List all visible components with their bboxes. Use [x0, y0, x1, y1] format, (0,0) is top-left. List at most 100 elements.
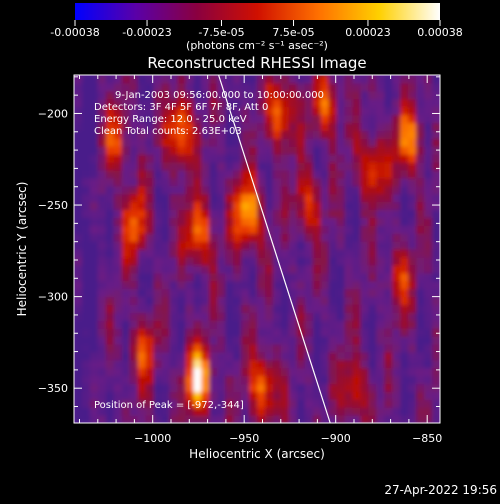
heatmap-cell: [81, 122, 91, 131]
heatmap-cell: [368, 280, 377, 290]
heatmap-cell: [129, 272, 139, 282]
heatmap-cell: [225, 209, 234, 218]
heatmap-cell: [288, 98, 298, 108]
heatmap-cell: [113, 312, 123, 321]
heatmap-cell: [392, 177, 401, 187]
heatmap-cell: [392, 130, 401, 139]
heatmap-cell: [376, 217, 385, 226]
heatmap-cell: [376, 193, 385, 203]
heatmap-cell: [249, 106, 258, 116]
heatmap-cell: [193, 201, 202, 211]
heatmap-cell: [424, 185, 433, 195]
heatmap-cell: [304, 280, 314, 290]
heatmap-cell: [264, 375, 274, 385]
heatmap-cell: [201, 407, 210, 416]
heatmap-cell: [368, 90, 377, 100]
heatmap-cell: [105, 201, 115, 211]
heatmap-cell: [368, 225, 377, 234]
heatmap-cell: [320, 375, 330, 385]
heatmap-cell: [368, 241, 377, 250]
heatmap-cell: [384, 383, 393, 392]
heatmap-cell: [105, 146, 115, 155]
heatmap-cell: [153, 343, 163, 353]
heatmap-cell: [145, 201, 155, 211]
heatmap-cell: [169, 82, 179, 92]
heatmap-cell: [121, 288, 131, 298]
heatmap-cell: [241, 146, 250, 155]
heatmap-cell: [113, 351, 123, 361]
heatmap-cell: [74, 185, 83, 195]
heatmap-cell: [201, 320, 210, 329]
colorbar-tick-label: 7.5e-05: [272, 26, 314, 39]
heatmap-cell: [169, 328, 179, 337]
heatmap-cell: [280, 272, 290, 282]
heatmap-cell: [257, 343, 266, 353]
heatmap-cell: [280, 185, 290, 195]
heatmap-cell: [280, 82, 290, 92]
heatmap-cell: [280, 264, 290, 274]
heatmap-cell: [249, 193, 258, 203]
heatmap-cell: [201, 328, 210, 337]
heatmap-cell: [336, 154, 346, 163]
heatmap-cell: [217, 122, 226, 131]
heatmap-cell: [416, 209, 425, 218]
heatmap-cell: [288, 367, 298, 377]
heatmap-cell: [217, 209, 226, 218]
heatmap-cell: [304, 217, 314, 226]
heatmap-cell: [352, 225, 362, 234]
heatmap-cell: [161, 114, 171, 124]
heatmap-cell: [376, 383, 385, 392]
heatmap-cell: [352, 138, 362, 147]
heatmap-cell: [288, 336, 298, 345]
heatmap-cell: [264, 296, 274, 305]
heatmap-cell: [384, 288, 393, 298]
heatmap-cell: [280, 359, 290, 369]
heatmap-cell: [161, 304, 171, 313]
heatmap-cell: [328, 399, 338, 408]
heatmap-cell: [89, 201, 99, 211]
heatmap-cell: [312, 336, 322, 345]
heatmap-cell: [225, 177, 234, 187]
heatmap-cell: [81, 320, 91, 329]
heatmap-cell: [185, 351, 194, 361]
colorbar-ticks: -0.00038 -0.00023 -7.5e-05 7.5e-05 0.00023 0.…: [50, 20, 463, 39]
heatmap-cell: [272, 351, 282, 361]
heatmap-cell: [137, 122, 147, 131]
heatmap-cell: [432, 288, 440, 298]
heatmap-cell: [336, 90, 346, 100]
heatmap-cell: [257, 288, 266, 298]
heatmap-cell: [74, 359, 83, 369]
heatmap-cell: [201, 272, 210, 282]
heatmap-cell: [169, 336, 179, 345]
heatmap-cell: [336, 241, 346, 250]
heatmap-cell: [328, 359, 338, 369]
heatmap-cell: [169, 375, 179, 385]
heatmap-cell: [344, 296, 354, 305]
heatmap-cell: [384, 233, 393, 242]
heatmap-cell: [145, 288, 155, 298]
heatmap-cell: [161, 138, 171, 147]
heatmap-cell: [408, 185, 417, 195]
y-tick-label: −300: [38, 291, 68, 304]
heatmap-cell: [201, 367, 210, 377]
heatmap-cell: [185, 280, 194, 290]
heatmap-cell: [113, 169, 123, 179]
heatmap-cell: [272, 177, 282, 187]
heatmap-cell: [320, 130, 330, 139]
heatmap-cell: [81, 90, 91, 100]
heatmap-cell: [74, 201, 83, 211]
heatmap-cell: [225, 241, 234, 250]
heatmap-cell: [328, 343, 338, 353]
heatmap-cell: [185, 328, 194, 337]
heatmap-cell: [209, 233, 218, 242]
heatmap-cell: [392, 288, 401, 298]
heatmap-cell: [105, 272, 115, 282]
heatmap-cell: [217, 177, 226, 187]
heatmap-cell: [145, 249, 155, 258]
heatmap-cell: [129, 169, 139, 179]
heatmap-cell: [249, 296, 258, 305]
x-tick-label: −950: [229, 432, 259, 445]
heatmap-cell: [296, 367, 306, 377]
y-tick-label: −250: [38, 199, 68, 212]
heatmap-cell: [336, 304, 346, 313]
